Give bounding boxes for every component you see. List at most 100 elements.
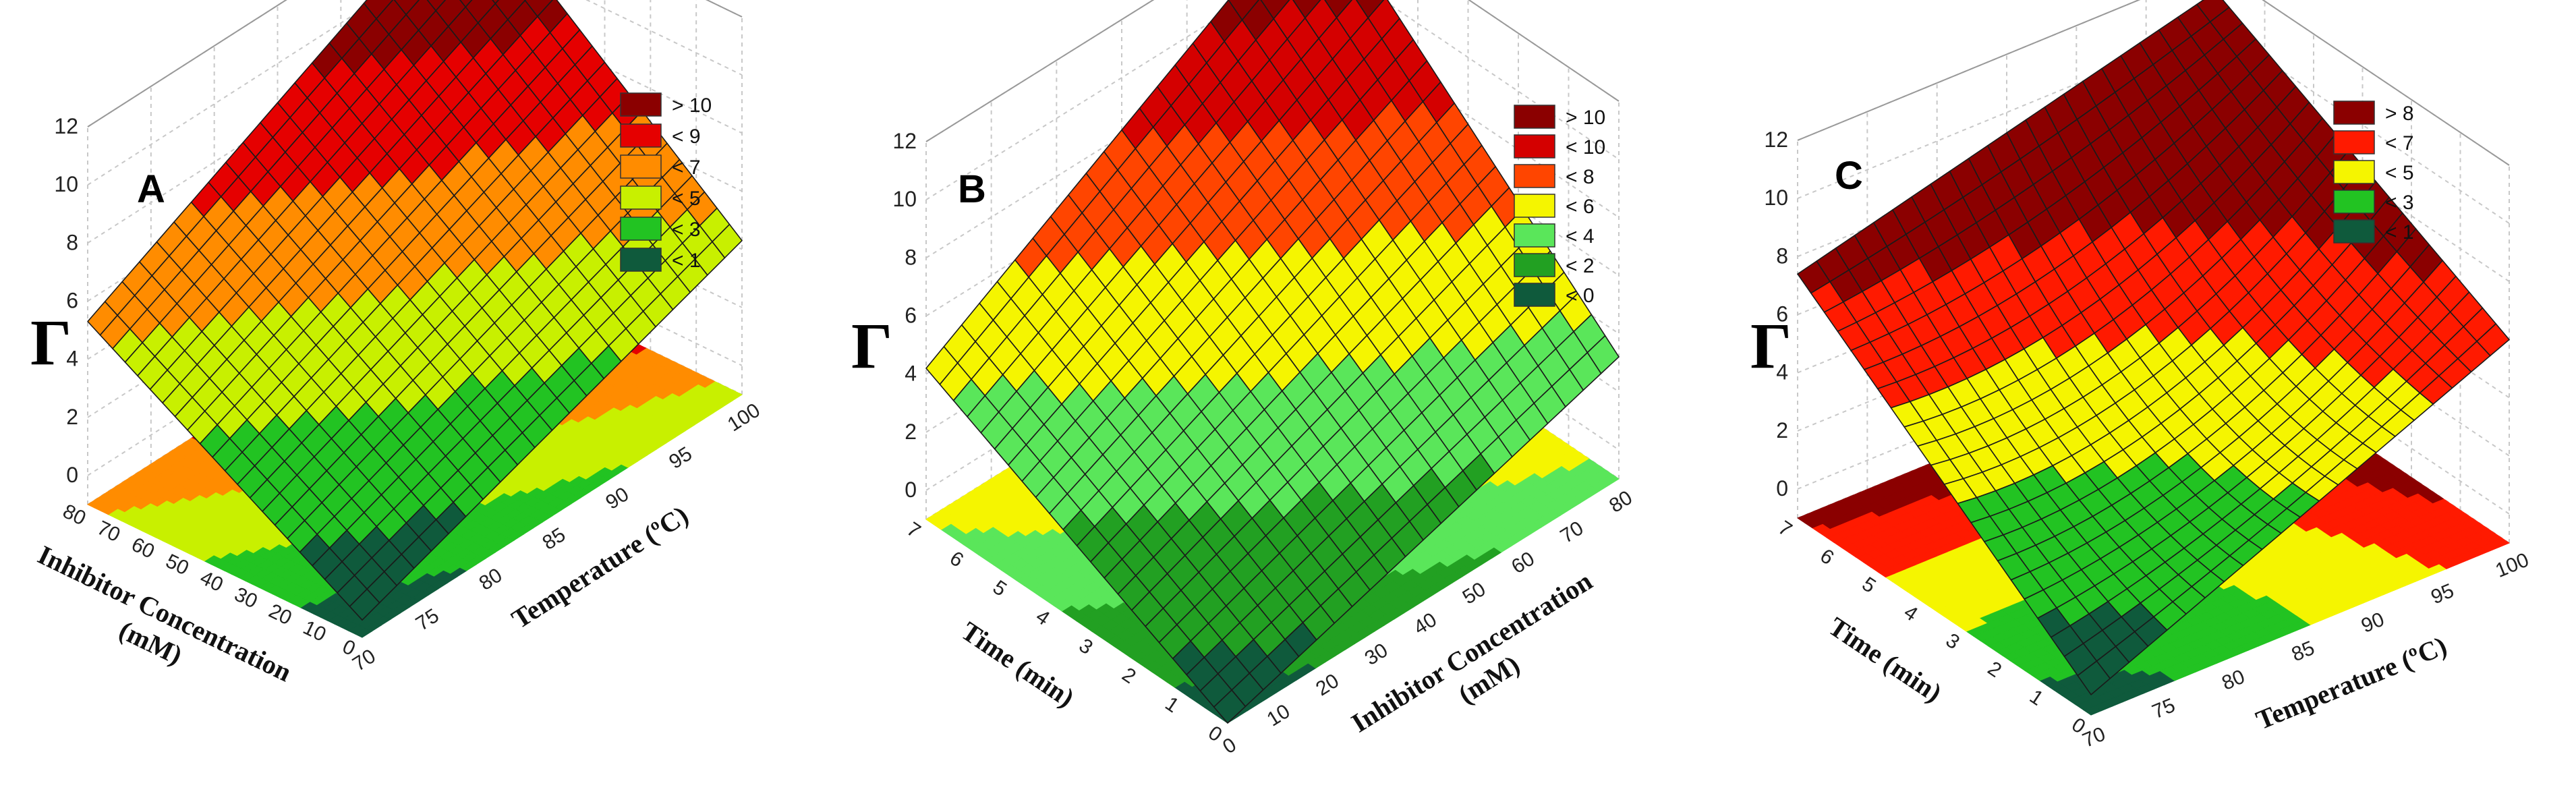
z-tick-label: 2 (66, 405, 78, 429)
legend-label: < 7 (672, 156, 701, 179)
legend-label: < 3 (672, 219, 701, 241)
z-tick-label: 10 (54, 172, 78, 196)
y-tick-label: 10 (299, 617, 329, 646)
legend-swatch (2333, 219, 2375, 244)
response-surface (1797, 0, 2510, 695)
legend-swatch (2333, 101, 2375, 125)
legend-label: < 5 (2385, 162, 2414, 184)
x-tick-label: 0 (1219, 734, 1240, 759)
legend-swatch (2333, 160, 2375, 184)
y-tick-label: 7 (903, 518, 924, 543)
y-tick-label: 20 (265, 600, 295, 629)
legend-swatch (2333, 190, 2375, 214)
z-tick-label: 8 (905, 245, 917, 269)
x-axis-title: Temperature (ºC) (2252, 630, 2451, 735)
panel-letter: C (1835, 154, 1863, 198)
legend-swatch (620, 248, 662, 272)
legend-swatch (1514, 194, 1555, 218)
legend-swatch (1514, 283, 1555, 307)
y-tick-label: 30 (231, 583, 260, 612)
legend-label: < 6 (1566, 196, 1595, 218)
z-tick-label: 0 (66, 463, 78, 487)
z-tick-label: 0 (1776, 476, 1788, 501)
legend-label: < 7 (2385, 132, 2414, 154)
x-tick-label: 10 (1263, 700, 1294, 731)
x-tick-label: 75 (412, 604, 443, 635)
z-tick-label: 12 (1764, 127, 1788, 152)
y-tick-label: 80 (59, 500, 89, 530)
y-tick-label: 5 (1858, 573, 1879, 598)
x-tick-label: 80 (2219, 666, 2248, 695)
z-axis: 0 2 4 6 8 10 12 (892, 129, 917, 502)
surface-cell (459, 0, 473, 8)
z-tick-label: 2 (1776, 418, 1788, 442)
y-tick-label: 6 (1816, 544, 1837, 569)
legend-label: < 5 (672, 188, 701, 210)
z-tick-label: 8 (66, 230, 78, 254)
z-axis-title: Γ (851, 310, 892, 382)
panel-b: 0246810120102030405060708001234567Inhibi… (851, 0, 1636, 758)
z-axis: 0 2 4 6 8 10 12 (54, 114, 78, 487)
z-axis-title: Γ (30, 306, 71, 378)
legend-swatch (1514, 105, 1555, 129)
panel-a: 0246810127075808590951000102030405060708… (30, 0, 764, 687)
x-tick-label: 95 (2428, 579, 2457, 608)
y-tick-label: 50 (163, 550, 192, 579)
legend-swatch (2333, 130, 2375, 154)
y-tick-label: 3 (1075, 634, 1097, 659)
legend-label: < 9 (672, 125, 701, 148)
legend-swatch (1514, 223, 1555, 248)
surface-cell (2077, 660, 2111, 695)
z-tick-label: 2 (905, 420, 917, 444)
x-tick-label: 30 (1361, 639, 1392, 670)
y-tick-label: 6 (946, 547, 967, 572)
legend-label: < 0 (1566, 285, 1595, 307)
panel-c: 02468101270758085909510001234567Temperat… (1750, 0, 2532, 752)
y-tick-label: 1 (2026, 685, 2047, 710)
y-tick-label: 2 (1118, 663, 1139, 688)
z-tick-label: 4 (66, 347, 78, 371)
z-axis: 0 2 4 6 8 10 12 (1764, 127, 1788, 501)
x-tick-label: 70 (1557, 517, 1588, 548)
y-tick-label: 1 (1161, 693, 1182, 718)
legend-swatch (1514, 164, 1555, 188)
y-tick-label: 5 (989, 576, 1010, 601)
y-axis-title: Time (min) (1823, 611, 1947, 708)
legend-swatch (620, 123, 662, 148)
legend-label: < 4 (1566, 225, 1595, 248)
z-tick-label: 4 (1776, 360, 1788, 384)
legend-label: < 10 (1566, 136, 1605, 159)
z-tick-label: 10 (892, 187, 917, 211)
legend-label: < 1 (672, 250, 701, 272)
legend-label: > 8 (2385, 103, 2414, 125)
x-tick-label: 90 (602, 483, 633, 514)
x-tick-label: 60 (1508, 548, 1539, 579)
response-surface (87, 0, 743, 621)
legend-label: > 10 (1566, 107, 1605, 129)
y-tick-label: 60 (128, 534, 158, 563)
z-tick-label: 12 (892, 129, 917, 153)
z-tick-label: 10 (1764, 185, 1788, 210)
legend-label: > 10 (672, 94, 712, 117)
z-tick-label: 6 (1776, 302, 1788, 326)
z-tick-label: 6 (905, 303, 917, 327)
z-tick-label: 12 (54, 114, 78, 138)
z-tick-label: 8 (1776, 244, 1788, 268)
x-tick-label: 75 (2149, 694, 2178, 723)
legend-label: < 8 (1566, 166, 1595, 188)
x-tick-label: 20 (1312, 670, 1343, 701)
legend-label: < 2 (1566, 255, 1595, 277)
x-tick-label: 40 (1410, 608, 1441, 639)
legend: > 10 < 10 < 8 < 6 < 4 < 2 < 0 (1514, 105, 1605, 307)
surface-cell (1213, 689, 1247, 724)
legend: > 10 < 9 < 7 < 5 < 3 < 1 (620, 92, 712, 272)
legend-swatch (1514, 253, 1555, 277)
legend-swatch (620, 217, 662, 241)
y-tick-label: 2 (1984, 657, 2005, 682)
x-tick-label: 100 (724, 399, 764, 436)
legend-label: < 3 (2385, 192, 2414, 214)
y-tick-label: 7 (1774, 517, 1796, 542)
x-tick-label: 95 (665, 442, 696, 474)
x-tick-label: 100 (2492, 548, 2532, 582)
